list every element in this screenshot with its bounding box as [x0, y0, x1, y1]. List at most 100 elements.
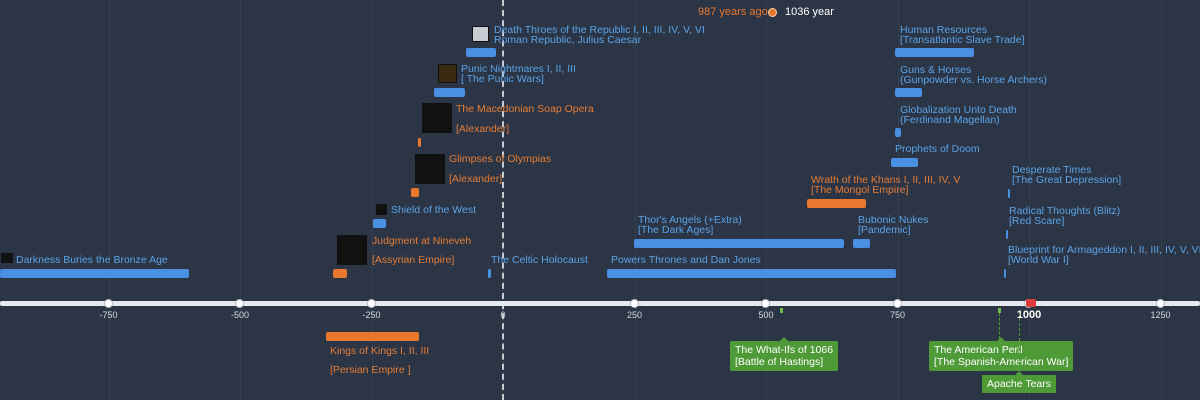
episode-subtitle-olympias: [Alexander] — [449, 173, 503, 185]
axis-tick-label: -500 — [230, 310, 249, 320]
episode-bar-kings[interactable] — [326, 332, 419, 341]
episode-subtitle-republic: Roman Republic, Julius Caesar — [494, 34, 642, 46]
episode-bar-khans[interactable] — [807, 199, 866, 208]
event-marker-hastings[interactable] — [780, 308, 783, 313]
episode-subtitle-khans: [The Mongol Empire] — [811, 184, 909, 196]
event-subtitle-hastings: [Battle of Hastings] — [735, 356, 824, 368]
axis-tick-label: -750 — [99, 310, 118, 320]
episode-subtitle-thor: [The Dark Ages] — [638, 224, 714, 236]
event-subtitle-american: [The Spanish-American War] — [934, 356, 1069, 368]
axis-tick-label: 0 — [500, 310, 506, 320]
episode-title-prophets[interactable]: Prophets of Doom — [895, 143, 980, 155]
event-connector — [1019, 313, 1020, 371]
event-hastings[interactable]: The What-Ifs of 1066 [Battle of Hastings… — [730, 337, 839, 371]
grid-line — [240, 0, 241, 400]
episode-bar-macedonian[interactable] — [418, 138, 421, 147]
episode-title-olympias[interactable]: Glimpses of Olympias — [449, 153, 552, 165]
episode-bar-nineveh[interactable] — [333, 269, 347, 278]
episode-title-bronze-age[interactable]: Darkness Buries the Bronze Age — [16, 254, 168, 266]
axis-tick-label: -250 — [362, 310, 381, 320]
episode-subtitle-punic: [ The Punic Wars] — [461, 73, 544, 85]
episode-bar-punic[interactable] — [434, 88, 465, 97]
axis-tick-label: 250 — [626, 310, 643, 320]
episode-bar-olympias[interactable] — [411, 188, 419, 197]
axis-tick-label: 1000 — [1016, 309, 1042, 321]
axis-tick — [892, 299, 902, 308]
episode-subtitle-globalization: (Ferdinand Magellan) — [900, 114, 1000, 126]
event-title-hastings: The What-Ifs of 1066 — [735, 344, 834, 356]
episode-thumbnail[interactable] — [1, 253, 13, 263]
episode-title-powers[interactable]: Powers Thrones and Dan Jones — [611, 254, 761, 266]
episode-bar-globalization[interactable] — [895, 128, 901, 137]
episode-bar-armageddon[interactable] — [1004, 269, 1006, 278]
event-american[interactable]: The American Peril [The Spanish-American… — [929, 337, 1074, 371]
episode-title-armageddon[interactable]: Blueprint for Armageddon I, II, III, IV,… — [1008, 244, 1200, 256]
episode-title-celtic[interactable]: The Celtic Holocaust — [491, 254, 588, 266]
episode-title-macedonian[interactable]: The Macedonian Soap Opera — [456, 103, 594, 115]
axis-tick — [629, 299, 639, 308]
grid-line — [108, 0, 110, 400]
event-title-american: The American Peril — [934, 344, 1023, 356]
episode-title-desperate[interactable]: Desperate Times — [1012, 164, 1092, 176]
axis-tick-label: 500 — [758, 310, 774, 320]
episode-bar-republic[interactable] — [466, 48, 496, 57]
episode-title-khans[interactable]: Wrath of the Khans I, II, III, IV, V — [811, 174, 961, 186]
event-title-apache: Apache Tears — [987, 378, 1052, 390]
episode-title-kings[interactable]: Kings of Kings I, II, III — [330, 345, 430, 357]
episode-title-nineveh[interactable]: Judgment at Nineveh — [372, 235, 472, 247]
episode-subtitle-nineveh: [Assyrian Empire] — [372, 254, 455, 266]
episode-title-radical[interactable]: Radical Thoughts (Blitz) — [1009, 205, 1121, 217]
grid-line — [766, 0, 767, 400]
episode-thumbnail[interactable] — [422, 103, 452, 133]
episode-bar-human[interactable] — [895, 48, 974, 57]
axis-tick-label: -1000 — [0, 309, 7, 321]
episode-bar-shield[interactable] — [373, 219, 386, 228]
episode-thumbnail[interactable] — [376, 204, 387, 215]
axis-tick — [235, 299, 244, 308]
episode-subtitle-kings: [Persian Empire ] — [330, 364, 411, 376]
grid-line — [371, 0, 373, 400]
episode-bar-radical[interactable] — [1006, 230, 1008, 239]
episode-thumbnail[interactable] — [337, 235, 367, 265]
episode-subtitle-bubonic: [Pandemic] — [858, 224, 911, 236]
episode-title-shield[interactable]: Shield of the West — [391, 204, 477, 216]
event-connector — [999, 313, 1000, 339]
current-position-line — [502, 0, 504, 400]
timeline-axis[interactable] — [0, 301, 1200, 306]
episode-bar-bronze-age[interactable] — [0, 269, 189, 278]
years-ago-label: 987 years ago — [698, 6, 768, 18]
present-day-marker — [1026, 299, 1036, 307]
axis-tick — [103, 299, 113, 308]
episode-subtitle-radical: [Red Scare] — [1009, 215, 1065, 227]
episode-title-republic[interactable]: Death Throes of the Republic I, II, III,… — [494, 24, 705, 36]
episode-title-human[interactable]: Human Resources — [900, 24, 987, 36]
grid-line — [1029, 0, 1030, 400]
episode-bar-guns[interactable] — [895, 88, 922, 97]
episode-bar-powers[interactable] — [607, 269, 896, 278]
episode-bar-celtic[interactable] — [488, 269, 491, 278]
grid-line — [634, 0, 636, 400]
grid-line — [1160, 0, 1162, 400]
episode-bar-bubonic[interactable] — [853, 239, 870, 248]
episode-title-thor[interactable]: Thor's Angels (+Extra) — [638, 214, 742, 226]
episode-subtitle-desperate: [The Great Depression] — [1012, 174, 1122, 186]
episode-subtitle-guns: (Gunpowder vs. Horse Archers) — [900, 74, 1048, 86]
axis-tick-label: 1250 — [1150, 310, 1171, 320]
event-marker-american[interactable] — [998, 308, 1001, 313]
axis-tick — [761, 299, 770, 308]
episode-bar-desperate[interactable] — [1008, 189, 1010, 198]
episode-title-globalization[interactable]: Globalization Unto Death — [900, 104, 1017, 116]
event-apache[interactable]: Apache Tears — [982, 371, 1057, 393]
episode-subtitle-macedonian: [Alexander] — [456, 123, 510, 135]
current-year-label: 1036 year — [785, 6, 834, 18]
episode-thumbnail[interactable] — [415, 154, 445, 184]
episode-title-punic[interactable]: Punic Nightmares I, II, III — [461, 63, 576, 75]
episode-title-guns[interactable]: Guns & Horses — [900, 64, 972, 76]
episode-thumbnail[interactable] — [472, 26, 489, 42]
episode-title-bubonic[interactable]: Bubonic Nukes — [858, 214, 929, 226]
episode-bar-thor[interactable] — [634, 239, 844, 248]
current-year-marker[interactable] — [768, 8, 777, 17]
episode-thumbnail[interactable] — [438, 64, 457, 83]
episode-bar-prophets[interactable] — [891, 158, 918, 167]
